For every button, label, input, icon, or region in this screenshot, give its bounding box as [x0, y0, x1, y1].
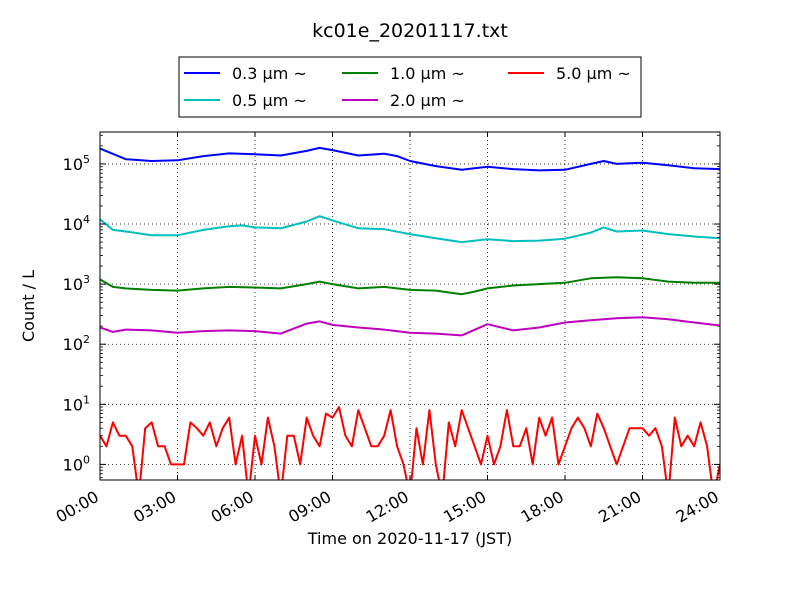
y-tick-label: 102: [63, 333, 90, 354]
y-tick-exponent: 4: [83, 213, 90, 226]
series-line-4: [100, 406, 720, 480]
x-tick-label: 09:00: [285, 487, 334, 527]
x-tick-label: 21:00: [595, 487, 644, 527]
y-tick-label: 100: [63, 453, 90, 474]
series-line-0: [100, 146, 720, 172]
series-line-2: [100, 276, 720, 296]
y-tick-exponent: 1: [83, 393, 90, 406]
y-tick-base: 10: [63, 155, 83, 174]
x-tick-label: 12:00: [363, 487, 412, 527]
legend-label-3: 2.0 μm ~: [390, 91, 465, 110]
legend-label-4: 5.0 μm ~: [556, 64, 631, 83]
series-line-1: [100, 215, 720, 244]
legend-label-0: 0.3 μm ~: [232, 64, 307, 83]
series-line-3: [100, 316, 720, 337]
axis-ticks: [99, 132, 721, 480]
x-tick-label: 06:00: [208, 487, 257, 527]
y-tick-label: 104: [63, 213, 90, 234]
y-tick-base: 10: [63, 395, 83, 414]
x-tick-label: 18:00: [518, 487, 567, 527]
x-tick-label: 03:00: [130, 487, 179, 527]
x-tick-label: 00:00: [53, 487, 102, 527]
grid: [100, 132, 720, 480]
y-tick-label: 101: [63, 393, 90, 414]
y-tick-base: 10: [63, 275, 83, 294]
y-tick-exponent: 5: [83, 153, 90, 166]
y-tick-base: 10: [63, 335, 83, 354]
legend-frame: [178, 56, 642, 118]
y-tick-label: 105: [63, 153, 90, 174]
x-tick-label: 24:00: [673, 487, 722, 527]
y-tick-exponent: 0: [83, 453, 90, 466]
y-tick-exponent: 3: [83, 273, 90, 286]
x-axis-label: Time on 2020-11-17 (JST): [307, 529, 512, 548]
series-lines: [100, 146, 720, 480]
y-axis-label: Count / L: [19, 270, 38, 342]
legend-label-1: 0.5 μm ~: [232, 91, 307, 110]
chart-title: kc01e_20201117.txt: [312, 20, 508, 42]
y-tick-base: 10: [63, 215, 83, 234]
y-tick-label: 103: [63, 273, 90, 294]
y-tick-exponent: 2: [83, 333, 90, 346]
legend: 0.3 μm ~ 0.5 μm ~ 1.0 μm ~ 2.0 μm ~ 5.0 μm ~: [178, 56, 642, 118]
legend-label-2: 1.0 μm ~: [390, 64, 465, 83]
x-tick-label: 15:00: [440, 487, 489, 527]
y-tick-base: 10: [63, 455, 83, 474]
x-tick-labels: 00:00 03:00 06:00 09:00 12:00 15:00 18:00 21:00…: [53, 487, 722, 527]
